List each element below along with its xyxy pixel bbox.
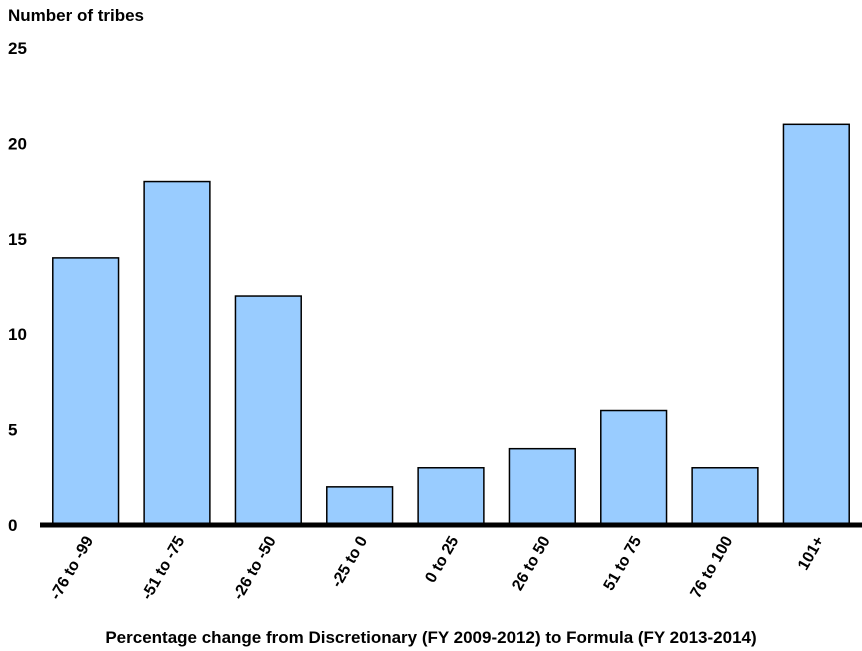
x-tick-label: 101+ [795, 534, 828, 574]
x-tick-labels: -76 to -99 -51 to -75 -26 to -50 -25 to 0 0 … [47, 533, 828, 602]
bar [691, 467, 759, 526]
bar [52, 257, 120, 526]
bar [417, 467, 485, 526]
x-tick-label: 0 to 25 [422, 533, 462, 585]
bars [52, 123, 850, 526]
bar [508, 447, 576, 526]
y-tick-labels: 0 5 10 15 20 25 [8, 39, 27, 535]
bar [600, 409, 668, 526]
x-tick-label: -76 to -99 [47, 533, 97, 602]
x-tick-label: -26 to -50 [230, 533, 280, 602]
y-tick-label: 15 [8, 230, 27, 249]
y-axis-title: Number of tribes [8, 6, 145, 25]
bar [326, 486, 394, 526]
y-tick-label: 10 [8, 325, 27, 344]
bar [782, 123, 850, 526]
x-tick-label: -25 to 0 [328, 533, 371, 590]
bar [234, 295, 302, 526]
x-axis-title: Percentage change from Discretionary (FY… [105, 628, 757, 647]
bar [143, 180, 211, 526]
x-tick-label: 26 to 50 [509, 533, 554, 593]
x-tick-label: -51 to -75 [139, 533, 189, 602]
y-tick-label: 5 [8, 421, 17, 440]
x-tick-label: 76 to 100 [687, 533, 736, 601]
x-tick-label: 51 to 75 [601, 533, 646, 593]
y-tick-label: 20 [8, 134, 27, 153]
y-tick-label: 25 [8, 39, 27, 58]
y-tick-label: 0 [8, 516, 17, 535]
